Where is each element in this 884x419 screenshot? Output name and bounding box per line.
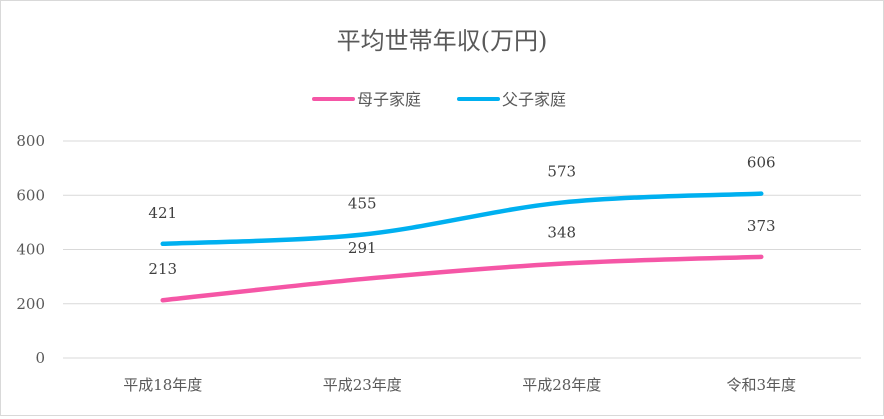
data-label: 573 (547, 163, 576, 181)
y-tick-label: 600 (16, 186, 45, 204)
x-axis-tick-labels: 平成18年度 平成23年度 平成28年度 令和3年度 (123, 376, 796, 394)
legend-label-series-1: 母子家庭 (357, 90, 421, 109)
y-tick-label: 200 (16, 295, 45, 313)
data-label: 291 (348, 239, 377, 257)
data-label: 606 (747, 154, 776, 172)
gridlines (63, 140, 861, 359)
legend-label-series-2: 父子家庭 (502, 90, 566, 109)
data-label: 213 (148, 260, 177, 278)
series-line-1 (160, 254, 764, 303)
x-tick-label: 平成23年度 (323, 376, 402, 394)
data-label: 455 (348, 195, 377, 213)
series-line-2 (160, 191, 764, 247)
legend: 母子家庭 父子家庭 (312, 90, 566, 109)
series-lines (160, 191, 764, 303)
data-labels: 213 291 348 373 421 455 573 606 (148, 154, 775, 279)
y-tick-label: 400 (16, 241, 45, 259)
y-tick-label: 0 (35, 349, 45, 367)
x-tick-label: 平成28年度 (522, 376, 601, 394)
y-axis-tick-labels: 0 200 400 600 800 (16, 132, 45, 367)
data-label: 421 (148, 204, 177, 222)
chart-title: 平均世帯年収(万円) (337, 27, 548, 55)
data-label: 348 (547, 224, 576, 242)
x-tick-label: 令和3年度 (726, 376, 796, 394)
x-tick-label: 平成18年度 (123, 376, 202, 394)
y-tick-label: 800 (16, 132, 45, 150)
data-label: 373 (747, 217, 776, 235)
